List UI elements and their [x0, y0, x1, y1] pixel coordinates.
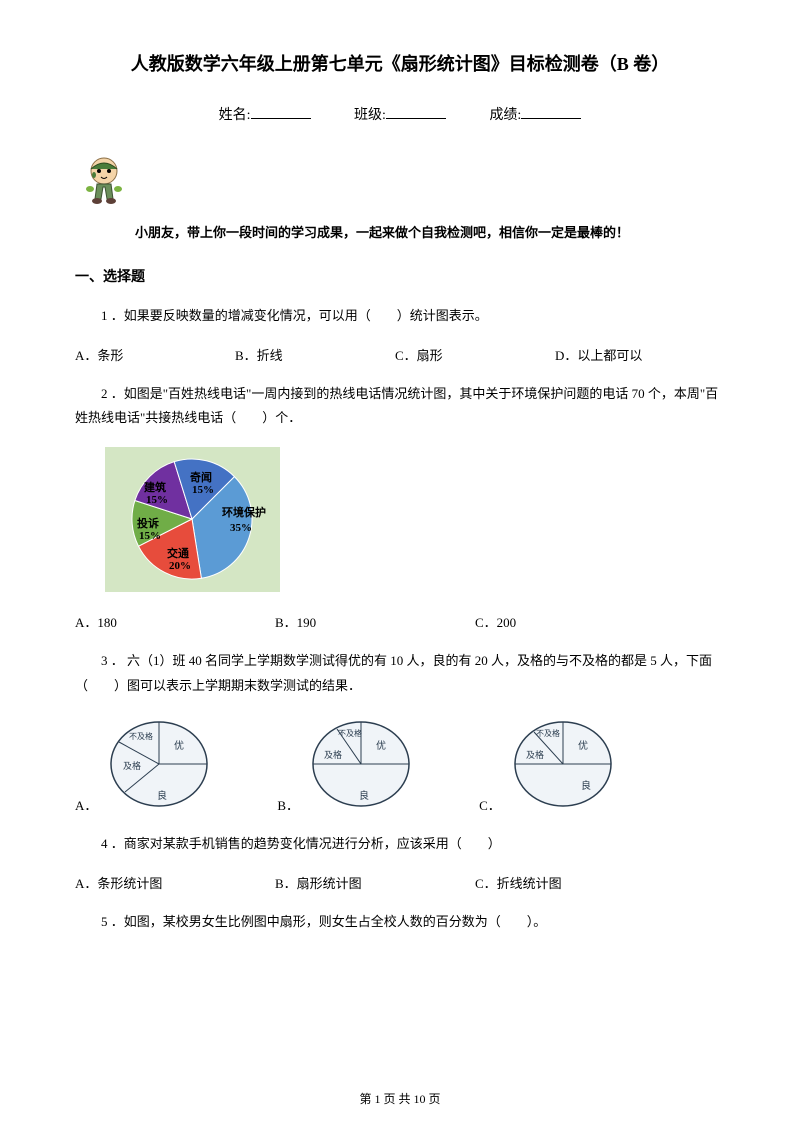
svg-text:良: 良 [581, 779, 591, 792]
svg-text:环境保护: 环境保护 [222, 505, 266, 519]
score-label: 成绩: [489, 108, 521, 123]
q4-option-a: A．条形统计图 [75, 873, 275, 892]
encouragement-text: 小朋友，带上你一段时间的学习成果，一起来做个自我检测吧，相信你一定是最棒的！ [135, 222, 725, 241]
name-blank [251, 118, 311, 119]
svg-text:及格: 及格 [123, 760, 141, 771]
question-2: 2 ．如图是"百姓热线电话"一周内接到的热线电话情况统计图，其中关于环境保护问题… [75, 382, 725, 431]
svg-text:交通: 交通 [167, 546, 189, 560]
svg-text:奇闻: 奇闻 [190, 470, 212, 484]
class-label: 班级: [354, 108, 386, 123]
svg-text:及格: 及格 [526, 749, 544, 760]
svg-text:15%: 15% [146, 494, 168, 506]
section-1-header: 一、选择题 [75, 266, 725, 286]
svg-text:不及格: 不及格 [338, 728, 362, 738]
question-2-options: A．180 B．190 C．200 [75, 612, 725, 631]
name-label: 姓名: [219, 108, 251, 123]
q2-option-b: B．190 [275, 612, 475, 631]
student-info-line: 姓名: 班级: 成绩: [75, 104, 725, 124]
question-3: 3 ． 六（1）班 40 名同学上学期数学测试得优的有 10 人，良的有 20 … [75, 649, 725, 698]
q3-pie-b: 优 良 及格 不及格 [304, 714, 419, 814]
mascot-icon [75, 149, 133, 207]
q3-pie-c: 优 良 及格 不及格 [506, 714, 621, 814]
question-1-options: A．条形 B．折线 C．扇形 D．以上都可以 [75, 345, 725, 364]
svg-text:不及格: 不及格 [129, 731, 153, 741]
q2-option-c: C．200 [475, 612, 516, 631]
q1-option-a: A．条形 [75, 345, 235, 364]
q4-option-b: B．扇形统计图 [275, 873, 475, 892]
question-4-options: A．条形统计图 B．扇形统计图 C．折线统计图 [75, 873, 725, 892]
svg-text:35%: 35% [230, 522, 252, 534]
svg-text:优: 优 [174, 739, 184, 752]
q3-option-b-label: B． [277, 795, 299, 814]
page-title: 人教版数学六年级上册第七单元《扇形统计图》目标检测卷（B 卷） [75, 50, 725, 76]
svg-text:及格: 及格 [324, 749, 342, 760]
svg-text:不及格: 不及格 [536, 728, 560, 738]
svg-text:投诉: 投诉 [137, 516, 159, 530]
class-blank [386, 118, 446, 119]
q3-option-c-label: C． [479, 795, 501, 814]
question-5: 5 ．如图，某校男女生比例图中扇形，则女生占全校人数的百分数为（ ）。 [75, 910, 725, 935]
q2-pie-chart: 环境保护 35% 交通 20% 投诉 15% 建筑 15% 奇闻 15% [105, 447, 725, 597]
svg-text:优: 优 [578, 739, 588, 752]
q1-option-c: C．扇形 [395, 345, 555, 364]
svg-text:15%: 15% [139, 530, 161, 542]
q1-option-b: B．折线 [235, 345, 395, 364]
svg-text:优: 优 [376, 739, 386, 752]
svg-text:良: 良 [157, 789, 167, 802]
question-4: 4 ．商家对某款手机销售的趋势变化情况进行分析，应该采用（ ） [75, 832, 725, 857]
score-blank [521, 118, 581, 119]
q3-option-a-label: A． [75, 795, 97, 814]
page-footer: 第 1 页 共 10 页 [0, 1090, 800, 1107]
svg-text:20%: 20% [169, 560, 191, 572]
svg-text:建筑: 建筑 [144, 480, 166, 494]
svg-text:15%: 15% [192, 484, 214, 496]
question-3-charts: A． 优 良 及格 不及格 B． 优 良 及格 不及格 C． [75, 714, 725, 814]
svg-text:良: 良 [359, 789, 369, 802]
q4-option-c: C．折线统计图 [475, 873, 562, 892]
q2-option-a: A．180 [75, 612, 275, 631]
question-1: 1 ．如果要反映数量的增减变化情况，可以用（ ）统计图表示。 [75, 304, 725, 329]
q3-pie-a: 优 良 及格 不及格 [102, 714, 217, 814]
q1-option-d: D．以上都可以 [555, 345, 715, 364]
